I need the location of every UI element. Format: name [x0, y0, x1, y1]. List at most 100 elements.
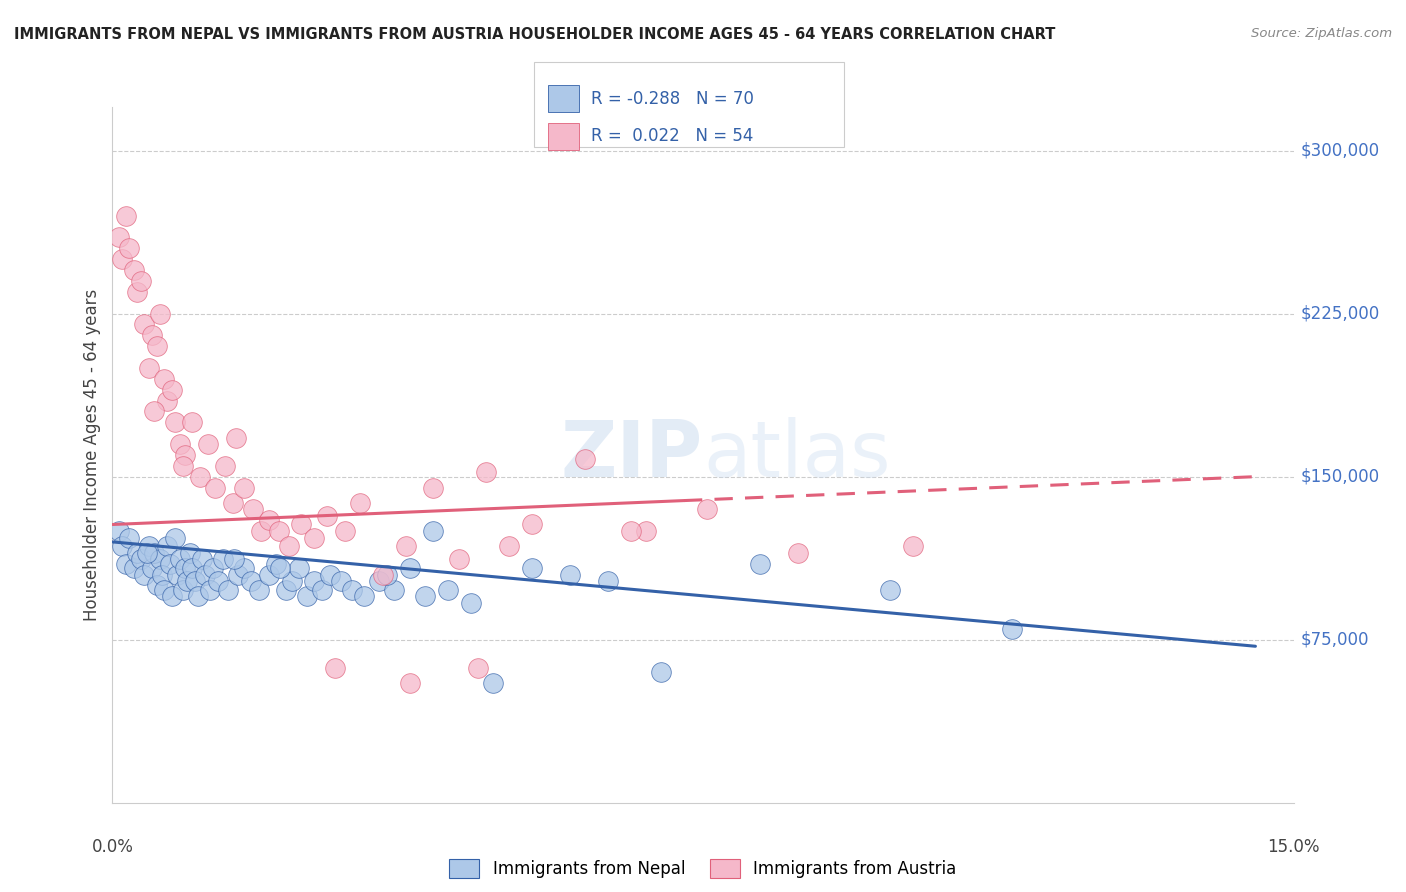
Point [111, 252, 134, 267]
Text: $150,000: $150,000 [1301, 467, 1379, 485]
Point [214, 458, 236, 473]
Point [176, 574, 198, 588]
Point [375, 567, 398, 582]
Text: atlas: atlas [703, 417, 890, 493]
Point [395, 539, 418, 553]
Point [204, 481, 226, 495]
Point [115, 209, 138, 223]
Point [257, 513, 280, 527]
Point [207, 574, 229, 588]
Point [134, 318, 156, 332]
Point [316, 508, 339, 523]
Point [520, 517, 543, 532]
Point [242, 502, 264, 516]
Point [141, 328, 163, 343]
Point [153, 372, 176, 386]
Point [787, 546, 810, 560]
Point [368, 574, 391, 588]
Point [143, 404, 166, 418]
Point [160, 589, 183, 603]
Point [498, 539, 520, 553]
Point [342, 582, 364, 597]
Point [749, 557, 772, 571]
Point [118, 531, 141, 545]
Point [111, 539, 134, 553]
Text: Source: ZipAtlas.com: Source: ZipAtlas.com [1251, 27, 1392, 40]
Point [467, 661, 489, 675]
Point [436, 582, 458, 597]
Point [138, 361, 160, 376]
Point [224, 552, 246, 566]
Point [202, 561, 225, 575]
Point [475, 466, 498, 480]
Point [520, 561, 543, 575]
Point [574, 452, 596, 467]
Point [134, 567, 156, 582]
Point [169, 437, 191, 451]
Point [398, 676, 420, 690]
Point [172, 458, 194, 473]
Point [156, 539, 179, 553]
Point [115, 557, 138, 571]
Point [135, 546, 157, 560]
Point [225, 431, 247, 445]
Point [173, 448, 195, 462]
Point [349, 496, 371, 510]
Point [650, 665, 672, 680]
Point [278, 539, 301, 553]
Point [288, 561, 311, 575]
Text: IMMIGRANTS FROM NEPAL VS IMMIGRANTS FROM AUSTRIA HOUSEHOLDER INCOME AGES 45 - 64: IMMIGRANTS FROM NEPAL VS IMMIGRANTS FROM… [14, 27, 1056, 42]
Point [125, 546, 148, 560]
Point [187, 589, 209, 603]
Point [149, 307, 172, 321]
Point [879, 582, 901, 597]
Point [267, 524, 290, 538]
Point [222, 496, 245, 510]
Point [184, 574, 207, 588]
Point [398, 561, 420, 575]
Point [422, 481, 444, 495]
Point [269, 561, 291, 575]
Point [634, 524, 657, 538]
Point [149, 552, 172, 566]
Point [304, 531, 326, 545]
Point [169, 552, 191, 566]
Point [266, 557, 288, 571]
Point [181, 561, 204, 575]
Point [696, 502, 718, 516]
Text: ZIP: ZIP [561, 417, 703, 493]
Point [163, 531, 186, 545]
Text: 15.0%: 15.0% [1267, 838, 1320, 856]
Text: R = -0.288   N = 70: R = -0.288 N = 70 [591, 90, 754, 108]
Point [179, 546, 201, 560]
Point [232, 481, 254, 495]
Point [125, 285, 148, 299]
Point [330, 574, 353, 588]
Point [304, 574, 326, 588]
Point [250, 524, 273, 538]
Point [280, 574, 302, 588]
Point [217, 582, 239, 597]
Point [901, 539, 924, 553]
Point [413, 589, 436, 603]
Point [371, 567, 394, 582]
Point [1000, 622, 1022, 636]
Point [163, 415, 186, 429]
Point [131, 552, 153, 566]
Text: 0.0%: 0.0% [91, 838, 134, 856]
Point [173, 561, 195, 575]
Point [240, 574, 263, 588]
Point [145, 578, 167, 592]
Point [145, 339, 167, 353]
Point [295, 589, 318, 603]
Point [122, 263, 145, 277]
Point [141, 561, 163, 575]
Point [333, 524, 356, 538]
Text: R =  0.022   N = 54: R = 0.022 N = 54 [591, 128, 752, 145]
Point [212, 552, 235, 566]
Point [188, 469, 211, 483]
Point [422, 524, 444, 538]
Point [460, 596, 482, 610]
Point [276, 582, 298, 597]
Point [122, 561, 145, 575]
